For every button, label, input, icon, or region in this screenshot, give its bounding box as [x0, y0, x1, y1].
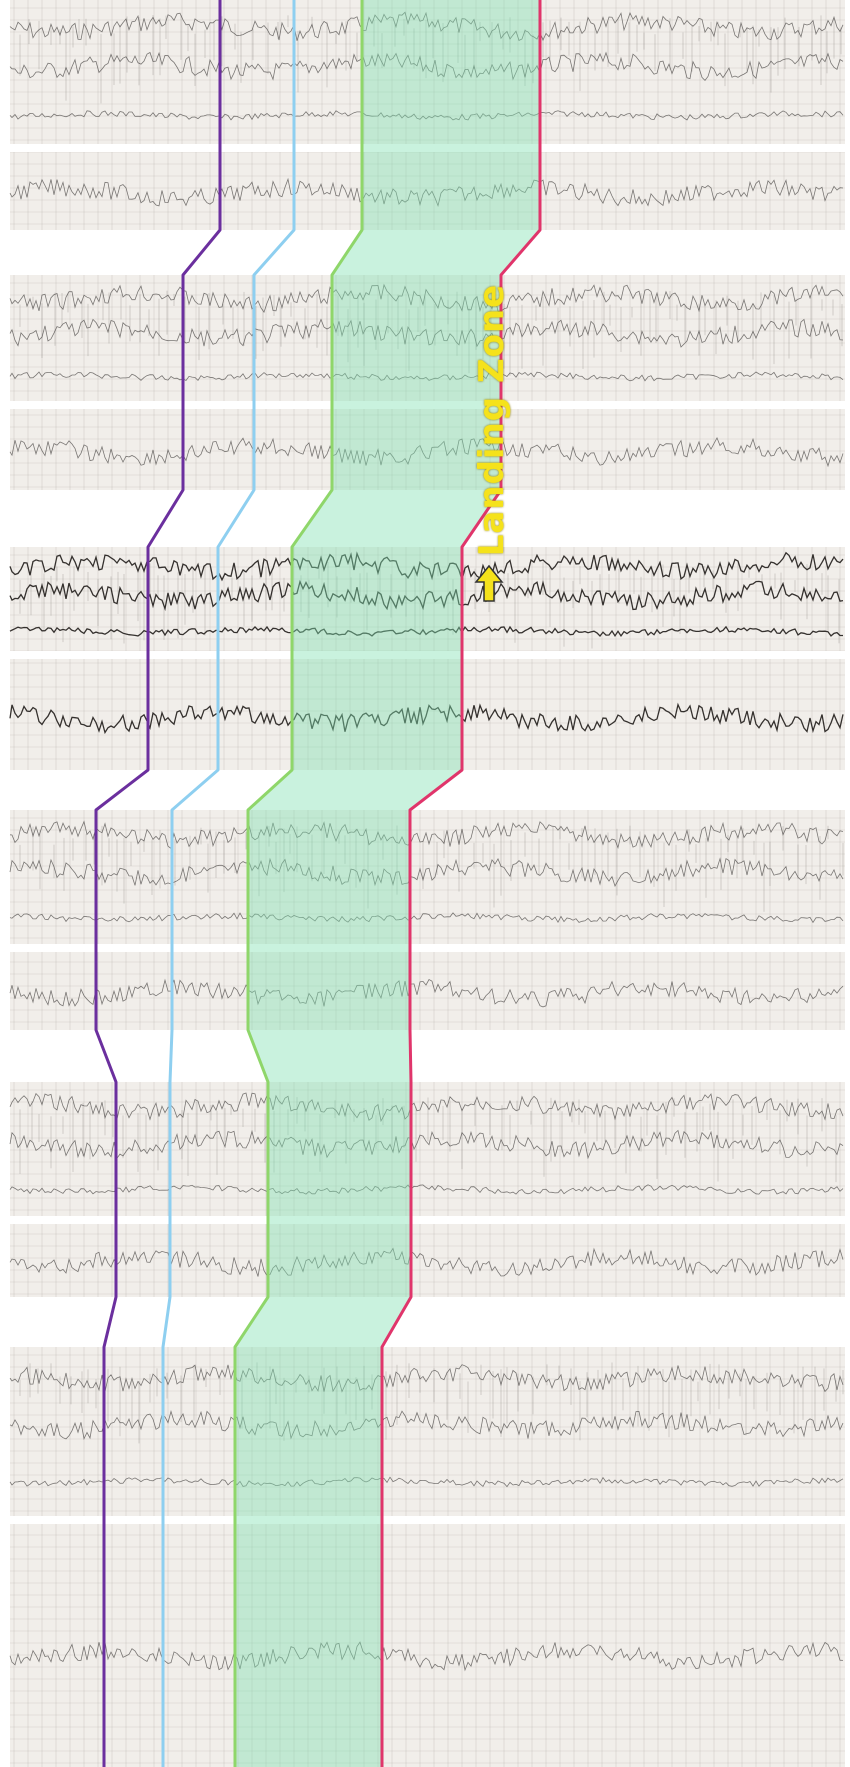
log-strip: [9, 1082, 845, 1297]
strip-paper: [10, 1347, 845, 1767]
log-trace: [9, 912, 844, 924]
strip-separator: [10, 944, 845, 952]
log-trace: [9, 1092, 844, 1123]
correlation-lines: [94, 0, 542, 1767]
log-trace: [9, 1476, 844, 1488]
strip-paper: [10, 275, 845, 490]
strip-paper: [10, 810, 845, 1030]
boundary-line-green: [233, 0, 364, 1767]
log-trace: [9, 110, 844, 121]
strip-separator: [10, 1216, 845, 1224]
log-trace: [9, 1247, 844, 1277]
vertical-gridlines: [13, 1347, 841, 1767]
vertical-gridlines: [13, 275, 841, 490]
boundary-line-purple: [94, 0, 222, 1767]
log-trace: [9, 318, 844, 348]
log-strip: [9, 0, 845, 230]
log-trace: [9, 820, 844, 850]
log-trace: [9, 177, 844, 208]
log-trace: [9, 1184, 844, 1195]
boundary-line-red: [380, 0, 542, 1767]
landing-zone-band: [235, 0, 540, 1767]
log-trace: [9, 978, 844, 1008]
up-arrow-icon: [474, 564, 504, 602]
trace-spikes: [19, 15, 842, 104]
log-strip: [9, 810, 845, 1030]
strip-separator: [10, 144, 845, 152]
log-trace: [9, 1129, 844, 1160]
log-trace: [9, 11, 844, 42]
trace-spikes: [19, 290, 843, 377]
horizontal-gridlines: [10, 1354, 845, 1764]
trace-spikes: [19, 825, 844, 912]
log-strip: [9, 275, 845, 490]
strip-separator: [10, 401, 845, 409]
log-trace: [9, 283, 844, 313]
log-trace: [9, 371, 844, 382]
log-trace: [9, 1364, 844, 1393]
boundary-line-blue: [161, 0, 296, 1767]
log-strips: [9, 0, 845, 1767]
log-trace: [9, 1410, 844, 1440]
log-trace: [9, 51, 844, 82]
trace-spikes: [19, 1097, 837, 1183]
trace-spikes: [19, 562, 840, 649]
strip-separator: [10, 1516, 845, 1524]
log-trace: [9, 857, 844, 887]
strip-separator: [10, 651, 845, 659]
trace-spikes: [19, 1362, 844, 1444]
horizontal-gridlines: [10, 1089, 845, 1295]
log-trace: [9, 1641, 844, 1672]
log-strip: [9, 1347, 845, 1767]
log-trace: [9, 436, 844, 468]
